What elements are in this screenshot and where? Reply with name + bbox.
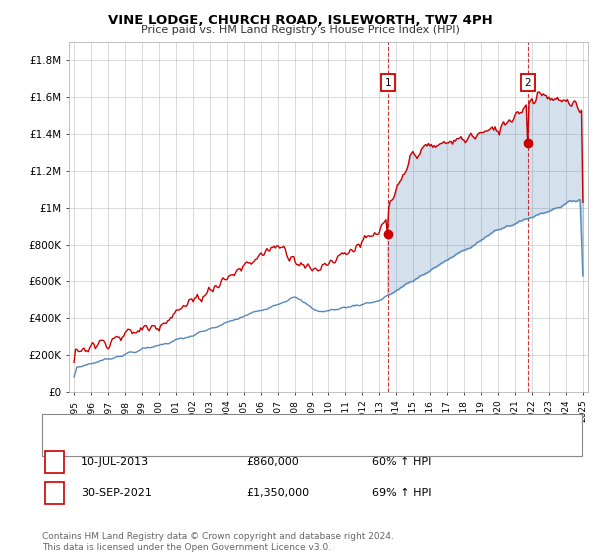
Text: 10-JUL-2013: 10-JUL-2013 [81,457,149,467]
Text: 2: 2 [51,488,58,498]
Text: HPI: Average price, detached house, Hounslow: HPI: Average price, detached house, Houn… [87,440,316,450]
Text: £1,350,000: £1,350,000 [246,488,309,498]
Text: 30-SEP-2021: 30-SEP-2021 [81,488,152,498]
Text: 1: 1 [51,457,58,467]
Text: £860,000: £860,000 [246,457,299,467]
Text: 2: 2 [524,77,531,87]
Text: VINE LODGE, CHURCH ROAD, ISLEWORTH, TW7 4PH (detached house): VINE LODGE, CHURCH ROAD, ISLEWORTH, TW7 … [87,421,430,431]
Text: 69% ↑ HPI: 69% ↑ HPI [372,488,431,498]
Text: 60% ↑ HPI: 60% ↑ HPI [372,457,431,467]
Text: Contains HM Land Registry data © Crown copyright and database right 2024.
This d: Contains HM Land Registry data © Crown c… [42,532,394,552]
Text: VINE LODGE, CHURCH ROAD, ISLEWORTH, TW7 4PH: VINE LODGE, CHURCH ROAD, ISLEWORTH, TW7 … [107,14,493,27]
Text: Price paid vs. HM Land Registry's House Price Index (HPI): Price paid vs. HM Land Registry's House … [140,25,460,35]
Text: 1: 1 [385,77,392,87]
